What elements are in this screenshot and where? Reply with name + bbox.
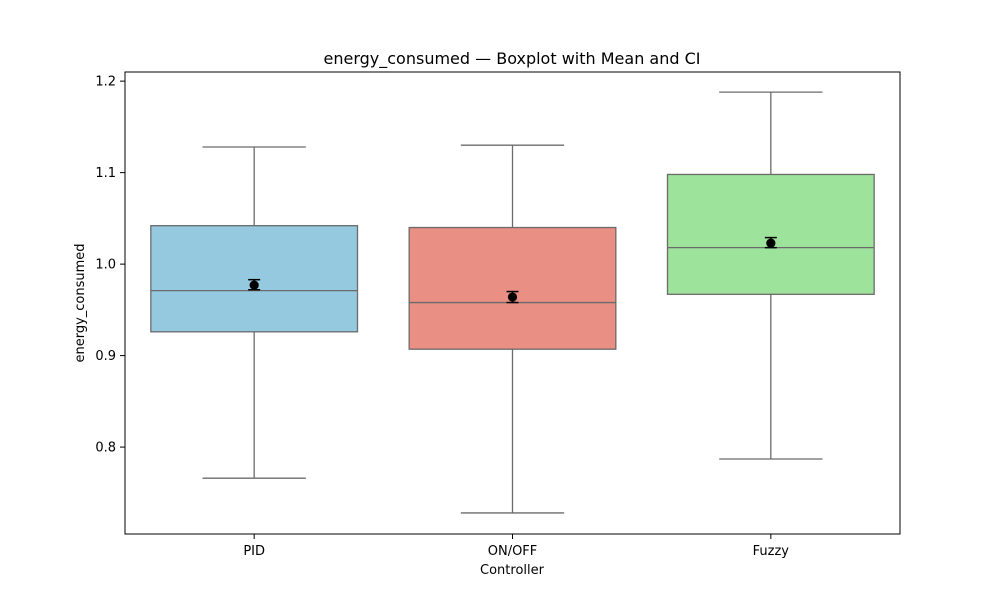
iqr-box (666, 173, 875, 295)
x-tick-label: Fuzzy (753, 544, 790, 559)
y-tick-label: 0.9 (95, 349, 116, 364)
x-tick-label: PID (243, 544, 265, 559)
y-tick-label: 1.0 (95, 258, 116, 273)
y-tick-label: 1.2 (95, 75, 116, 90)
iqr-box (150, 225, 359, 333)
x-axis-label: Controller (480, 563, 545, 578)
box-group-1 (408, 144, 617, 514)
plot-area (150, 91, 875, 514)
x-tick-label: ON/OFF (488, 544, 538, 559)
chart-title: energy_consumed — Boxplot with Mean and … (324, 49, 701, 69)
box-group-0 (150, 146, 359, 479)
mean-marker (507, 292, 518, 302)
y-tick-label: 1.1 (95, 166, 116, 181)
box-group-2 (666, 91, 875, 460)
mean-marker (249, 280, 259, 290)
y-tick-label: 0.8 (95, 441, 116, 456)
iqr-box (408, 226, 617, 350)
mean-marker (766, 238, 776, 248)
y-axis-label: energy_consumed (73, 243, 88, 362)
